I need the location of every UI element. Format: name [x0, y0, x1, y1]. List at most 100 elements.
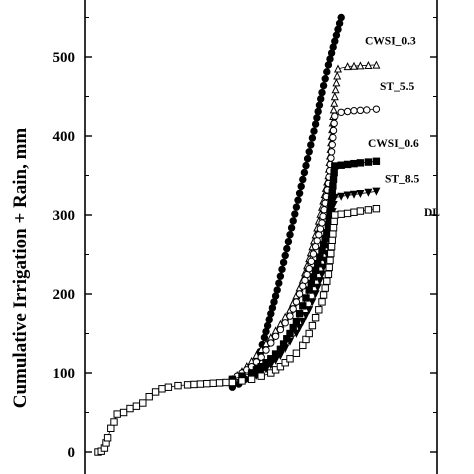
data-point: [356, 189, 365, 198]
data-point: [318, 219, 326, 227]
series-label-dl: DL: [424, 207, 440, 219]
data-point: [297, 182, 305, 191]
data-point: [331, 37, 339, 45]
data-point: [337, 161, 345, 169]
data-point: [311, 242, 320, 251]
data-point: [311, 266, 320, 275]
y-axis-label: Cumulative Irrigation + Rain, mm: [10, 128, 31, 409]
data-point: [139, 399, 147, 407]
data-point: [311, 314, 320, 322]
data-point: [299, 175, 307, 184]
data-point: [317, 95, 325, 103]
data-point: [164, 383, 173, 391]
data-point: [332, 78, 341, 87]
data-point: [323, 68, 331, 76]
data-point: [327, 154, 335, 162]
data-point: [343, 191, 352, 200]
data-point: [329, 223, 338, 232]
data-point: [321, 75, 329, 83]
data-point: [356, 207, 365, 215]
data-point: [183, 381, 192, 389]
data-point: [281, 251, 289, 260]
data-point: [349, 61, 359, 70]
y-tick-label-200: 200: [53, 287, 76, 303]
data-point: [261, 365, 271, 374]
data-point: [284, 237, 293, 246]
data-point: [329, 133, 337, 142]
data-point: [291, 210, 299, 218]
data-point: [281, 359, 289, 367]
data-point: [281, 319, 289, 327]
data-point: [311, 290, 320, 299]
data-point: [309, 273, 318, 281]
data-point: [327, 148, 336, 156]
data-point: [316, 225, 325, 233]
data-point: [305, 286, 313, 294]
data-point: [307, 141, 315, 149]
data-point: [337, 108, 345, 117]
data-point: [329, 182, 337, 190]
data-point: [305, 148, 313, 156]
data-point: [158, 385, 166, 393]
data-point: [329, 175, 338, 183]
data-point: [372, 187, 381, 196]
data-point: [372, 60, 381, 69]
data-point: [298, 317, 307, 326]
data-point: [295, 310, 304, 318]
data-point: [286, 312, 294, 320]
data-point: [331, 112, 339, 120]
data-point: [372, 105, 381, 113]
data-point: [308, 298, 317, 307]
data-point: [305, 306, 314, 315]
data-point: [300, 168, 309, 177]
data-point: [330, 92, 339, 101]
data-point: [302, 294, 310, 302]
data-point: [313, 114, 321, 122]
data-point: [334, 25, 342, 34]
data-point: [267, 339, 275, 347]
data-point: [333, 71, 342, 80]
data-point: [319, 291, 328, 299]
data-point: [350, 208, 358, 216]
data-point: [337, 13, 345, 22]
data-point: [331, 211, 339, 219]
data-point: [132, 402, 141, 410]
series-baseline-6: [94, 378, 237, 456]
data-point: [286, 355, 294, 363]
y-tick-label-300: 300: [53, 208, 76, 224]
data-point: [215, 379, 224, 387]
data-point: [126, 404, 134, 413]
data-point: [262, 346, 270, 354]
y-tick-label-0: 0: [68, 445, 76, 461]
data-point: [327, 49, 336, 57]
data-point: [238, 377, 246, 385]
data-point: [310, 127, 318, 135]
data-point: [315, 101, 324, 109]
data-point: [329, 43, 337, 51]
data-point: [326, 256, 334, 265]
data-point: [307, 257, 316, 266]
data-point: [325, 263, 333, 272]
data-point: [209, 379, 217, 387]
data-point: [356, 159, 365, 167]
series-label-cwsi-0-6: CWSI_0.6: [368, 138, 419, 150]
data-point: [286, 231, 294, 239]
data-point: [331, 162, 339, 170]
data-point: [276, 362, 285, 371]
data-point: [318, 88, 326, 97]
data-point: [315, 306, 323, 314]
data-point: [363, 106, 371, 114]
data-point: [372, 157, 381, 165]
data-point: [271, 356, 280, 365]
y-tick-label-400: 400: [53, 129, 76, 145]
data-point: [281, 344, 290, 353]
data-point: [327, 249, 335, 258]
data-point: [364, 188, 373, 197]
data-point: [110, 418, 118, 426]
data-point: [329, 126, 338, 135]
data-point: [295, 323, 304, 332]
data-point: [295, 290, 304, 298]
data-point: [247, 375, 256, 384]
data-point: [329, 201, 338, 210]
